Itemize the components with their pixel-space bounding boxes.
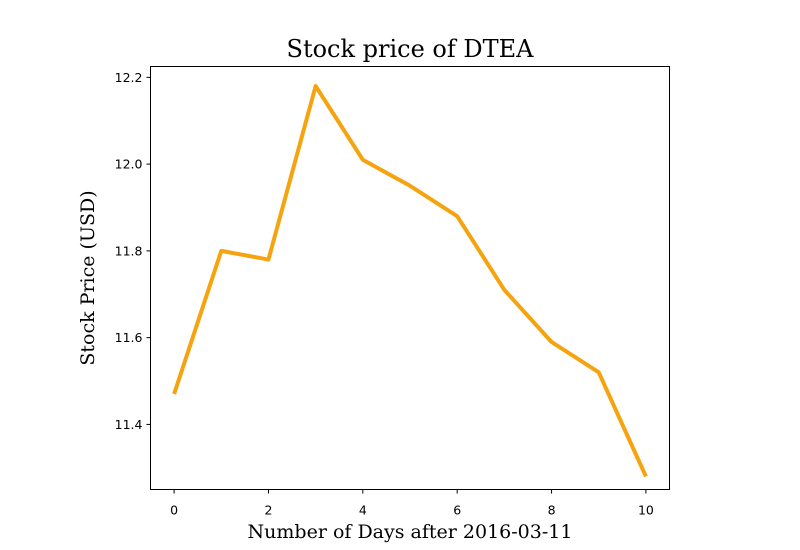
y-tick-label: 11.4 (115, 417, 143, 432)
x-axis-label: Number of Days after 2016-03-11 (248, 521, 573, 543)
y-tick-label: 11.6 (115, 330, 143, 345)
series-line-0 (172, 84, 648, 478)
x-axis: 0 2 4 6 8 10 (170, 489, 654, 518)
plot-area-frame (150, 66, 670, 490)
x-tick-label: 0 (170, 503, 178, 518)
x-tick-label: 8 (548, 503, 556, 518)
y-axis: 11.4 11.6 11.8 12.0 12.2 (115, 70, 151, 432)
series-layer (172, 84, 648, 478)
x-tick-label: 6 (453, 503, 461, 518)
chart-title: Stock price of DTEA (287, 35, 535, 63)
x-tick-label: 2 (264, 503, 272, 518)
y-tick-label: 12.0 (115, 157, 143, 172)
x-tick-label: 10 (638, 503, 654, 518)
y-tick-label: 11.8 (115, 243, 143, 258)
x-tick-label: 4 (359, 503, 367, 518)
y-tick-label: 12.2 (115, 70, 143, 85)
y-axis-label: Stock Price (USD) (77, 190, 99, 365)
